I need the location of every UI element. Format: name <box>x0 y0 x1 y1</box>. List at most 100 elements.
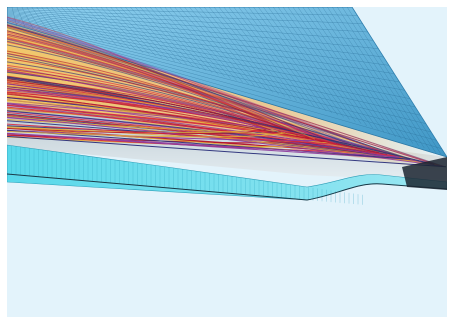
deck-rib <box>51 7 77 37</box>
cable <box>7 102 272 131</box>
cable <box>7 25 363 150</box>
deck-rib <box>164 7 225 77</box>
cable <box>7 104 328 143</box>
deck-rib <box>184 7 249 85</box>
deck-rib <box>85 7 124 48</box>
girder-bottom-edge <box>7 173 447 201</box>
cable <box>7 55 402 158</box>
deck-rib <box>149 7 207 71</box>
cable <box>7 38 337 145</box>
deck-rib <box>199 7 268 91</box>
deck-rib <box>287 7 373 129</box>
deck-grid-lines <box>7 7 447 158</box>
cable <box>7 23 286 134</box>
deck-rib <box>110 7 157 57</box>
deck-rib <box>144 7 201 70</box>
deck-rib <box>332 7 425 149</box>
deck-line <box>7 13 389 66</box>
cable <box>7 31 348 147</box>
cable <box>7 106 396 157</box>
deck-rib <box>208 7 280 95</box>
cable <box>7 36 436 166</box>
cable <box>7 27 444 167</box>
deck-line <box>7 14 395 74</box>
deck-rib <box>248 7 327 112</box>
deck-rib <box>189 7 256 87</box>
girder-ribs <box>7 145 363 205</box>
deck-rib <box>297 7 385 133</box>
deck-rib <box>159 7 219 75</box>
deck-rib <box>277 7 362 124</box>
bridge-3d-render <box>7 7 447 205</box>
cable <box>7 26 339 145</box>
deck-rib <box>169 7 231 79</box>
deck-rib <box>70 7 104 43</box>
deck-rib <box>100 7 144 53</box>
cable <box>7 21 337 145</box>
deck-rib <box>130 7 182 64</box>
deck-rib <box>115 7 163 59</box>
cable <box>7 129 320 142</box>
deck-rib <box>179 7 243 83</box>
cable <box>7 26 316 140</box>
cable <box>7 18 370 152</box>
deck-rib <box>233 7 309 105</box>
cable <box>7 135 446 168</box>
cable <box>7 25 440 166</box>
deck-rib <box>223 7 297 101</box>
cable <box>7 88 263 129</box>
deck-rib <box>194 7 262 89</box>
deck-line <box>7 12 384 58</box>
deck-rib <box>21 7 34 29</box>
deck-rib <box>61 7 91 40</box>
deck-rib <box>268 7 350 120</box>
deck-rib <box>238 7 315 107</box>
deck-rib <box>134 7 188 66</box>
cable <box>7 123 340 145</box>
deck-rib <box>56 7 84 38</box>
deck-rib <box>302 7 391 135</box>
deck-line <box>7 22 437 141</box>
deck-rib <box>125 7 176 62</box>
deck-rib <box>322 7 414 144</box>
cable <box>7 116 443 167</box>
deck-rib <box>307 7 396 138</box>
stay-cables <box>7 16 447 168</box>
deck-rib <box>337 7 431 151</box>
deck-line <box>7 24 447 158</box>
deck-rib <box>41 7 63 34</box>
deck-ribs <box>7 7 442 155</box>
cable <box>7 127 261 134</box>
cable <box>7 130 285 138</box>
deck-line <box>7 15 400 83</box>
deck-rib <box>253 7 333 114</box>
3d-viewport[interactable] <box>7 7 447 317</box>
deck-rib <box>272 7 356 122</box>
deck-rib <box>139 7 194 68</box>
end-support <box>402 157 447 190</box>
deck-rib <box>341 7 436 153</box>
deck-rib <box>317 7 408 142</box>
deck-rib <box>312 7 402 140</box>
cable <box>7 93 379 154</box>
cable <box>7 132 400 158</box>
deck-rib <box>174 7 237 81</box>
deck-rib <box>346 7 442 155</box>
deck-rib <box>16 7 26 27</box>
deck-rib <box>36 7 56 33</box>
cable <box>7 57 316 140</box>
deck-rib <box>154 7 213 73</box>
cable <box>7 81 337 145</box>
deck-rib <box>90 7 131 50</box>
deck-rib <box>243 7 321 110</box>
deck-rib <box>282 7 368 127</box>
deck-rib <box>75 7 111 45</box>
deck-rib <box>31 7 49 31</box>
deck-line <box>7 8 363 24</box>
cable <box>7 41 334 144</box>
deck-rib <box>218 7 291 99</box>
deck-line <box>7 7 358 16</box>
deck-line <box>7 11 379 49</box>
cable <box>7 80 271 131</box>
deck-line <box>7 18 416 108</box>
